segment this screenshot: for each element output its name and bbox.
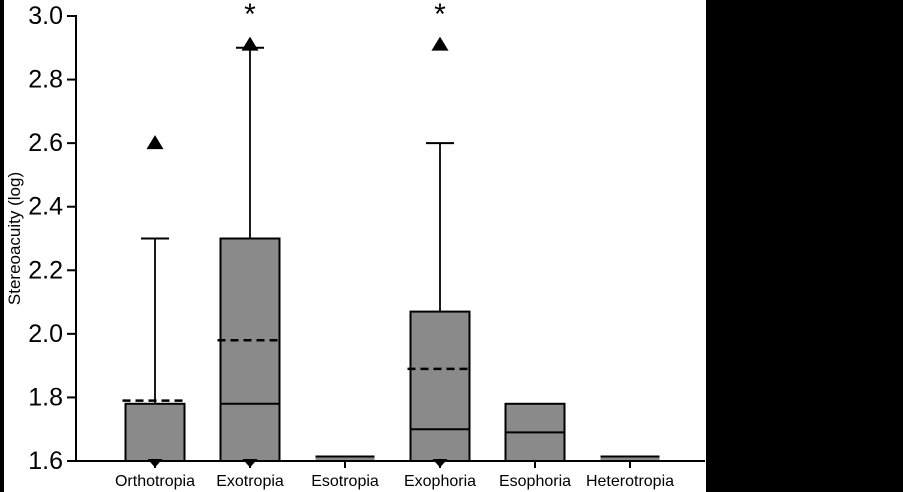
y-tick-label: 3.0	[28, 2, 63, 30]
y-tick-label: 2.4	[28, 193, 63, 221]
box-exotropia	[219, 237, 281, 462]
y-tick-label: 1.6	[28, 447, 63, 475]
x-category-label: Esophoria	[499, 473, 571, 490]
outlier-triangle-icon	[431, 36, 449, 51]
y-tick-label: 2.2	[28, 256, 63, 284]
box-heterotropia	[600, 457, 660, 461]
x-category-label: Heterotropia	[586, 473, 674, 490]
box-orthotropia	[124, 402, 186, 462]
right-black-panel	[706, 0, 903, 492]
box-esotropia	[315, 457, 375, 461]
y-tick-label: 2.8	[28, 66, 63, 94]
x-category-label: Exophoria	[404, 473, 476, 490]
outlier-triangle-icon	[241, 36, 259, 51]
box-exophoria	[409, 310, 471, 462]
y-tick-label: 2.6	[28, 129, 63, 157]
x-category-label: Exotropia	[216, 473, 284, 490]
x-category-label: Esotropia	[311, 473, 379, 490]
outlier-triangle-icon	[146, 135, 164, 150]
x-category-label: Orthotropia	[115, 473, 195, 490]
left-black-strip	[0, 0, 4, 492]
y-axis-title: Stereoacuity (log)	[5, 172, 24, 305]
significance-asterisk: *	[244, 0, 256, 31]
significance-asterisk: *	[434, 0, 446, 31]
y-tick-label: 2.0	[28, 320, 63, 348]
y-tick-label: 1.8	[28, 383, 63, 411]
